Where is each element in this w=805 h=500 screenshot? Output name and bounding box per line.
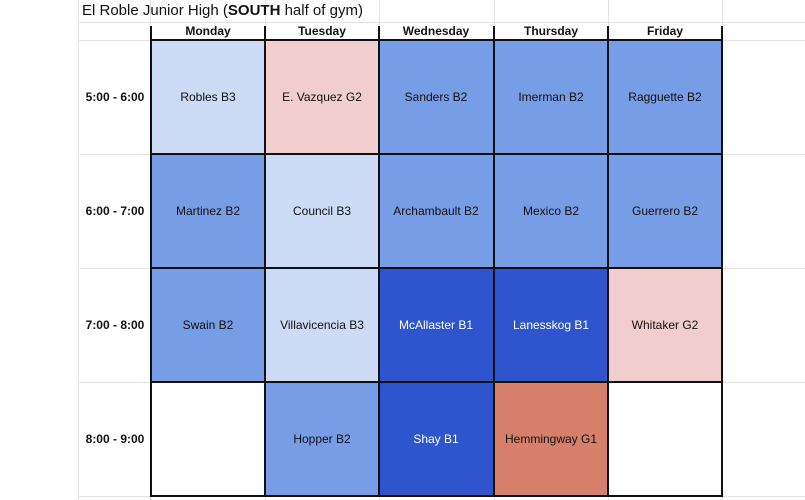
time-slot-label[interactable]: 6:00 - 7:00: [85, 204, 145, 218]
grid-border: [607, 26, 609, 497]
schedule-cell[interactable]: Robles B3: [151, 40, 265, 154]
schedule-cell[interactable]: Whitaker G2: [608, 268, 722, 382]
schedule-cell[interactable]: Archambault B2: [379, 154, 493, 268]
sheet-gridline: [78, 0, 79, 500]
schedule-cell[interactable]: Council B3: [265, 154, 379, 268]
grid-border: [378, 26, 380, 497]
grid-border: [150, 39, 723, 41]
day-header-wednesday[interactable]: Wednesday: [402, 24, 470, 38]
schedule-cell[interactable]: Ragguette B2: [608, 40, 722, 154]
grid-border: [493, 26, 495, 497]
day-header-friday[interactable]: Friday: [646, 24, 683, 38]
grid-border: [150, 26, 152, 497]
schedule-cell[interactable]: Swain B2: [151, 268, 265, 382]
title-suffix: half of gym): [280, 2, 363, 19]
schedule-cell[interactable]: Villavicencia B3: [265, 268, 379, 382]
schedule-cell[interactable]: Martinez B2: [151, 154, 265, 268]
schedule-cell[interactable]: [151, 382, 265, 496]
grid-border: [150, 267, 723, 269]
schedule-cell[interactable]: Guerrero B2: [608, 154, 722, 268]
schedule-cell[interactable]: Imerman B2: [494, 40, 608, 154]
sheet-gridline: [78, 22, 805, 23]
day-header-monday[interactable]: Monday: [185, 24, 231, 38]
day-header-thursday[interactable]: Thursday: [523, 24, 578, 38]
time-slot-label[interactable]: 5:00 - 6:00: [85, 90, 145, 104]
day-header-tuesday[interactable]: Tuesday: [298, 24, 346, 38]
schedule-cell[interactable]: Shay B1: [379, 382, 493, 496]
grid-border: [150, 495, 723, 497]
title-emphasis: SOUTH: [227, 2, 281, 19]
schedule-cell[interactable]: [608, 382, 722, 496]
schedule-cell[interactable]: Mexico B2: [494, 154, 608, 268]
time-slot-label[interactable]: 7:00 - 8:00: [85, 318, 145, 332]
grid-border: [264, 26, 266, 497]
schedule-cell[interactable]: Hopper B2: [265, 382, 379, 496]
grid-border: [721, 26, 723, 497]
schedule-cell[interactable]: Sanders B2: [379, 40, 493, 154]
schedule-cell[interactable]: Lanesskog B1: [494, 268, 608, 382]
schedule-cell[interactable]: Hemmingway G1: [494, 382, 608, 496]
schedule-cell[interactable]: E. Vazquez G2: [265, 40, 379, 154]
grid-border: [150, 153, 723, 155]
title-prefix: El Roble Junior High (: [82, 2, 228, 19]
schedule-cell[interactable]: McAllaster B1: [379, 268, 493, 382]
time-slot-label[interactable]: 8:00 - 9:00: [85, 432, 145, 446]
sheet-title[interactable]: El Roble Junior High (SOUTH half of gym): [82, 1, 363, 21]
grid-border: [150, 381, 723, 383]
